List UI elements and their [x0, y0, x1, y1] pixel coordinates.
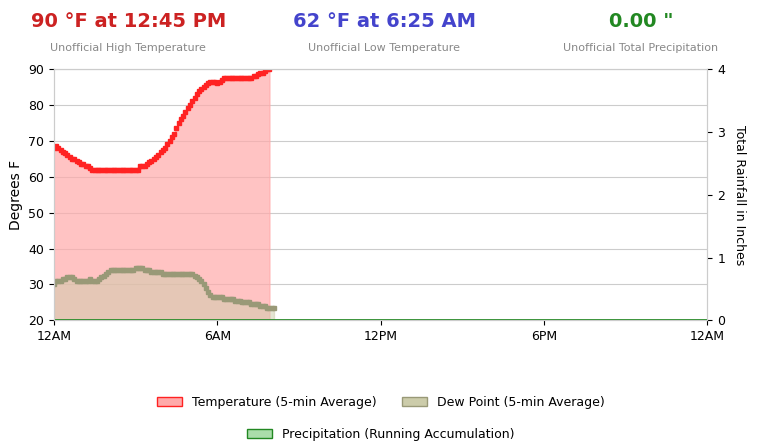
- Text: 90 °F at 12:45 PM: 90 °F at 12:45 PM: [31, 12, 226, 31]
- Text: Unofficial High Temperature: Unofficial High Temperature: [50, 43, 206, 53]
- Y-axis label: Total Rainfall in Inches: Total Rainfall in Inches: [733, 125, 746, 265]
- Text: 62 °F at 6:25 AM: 62 °F at 6:25 AM: [293, 12, 476, 31]
- Text: Unofficial Total Precipitation: Unofficial Total Precipitation: [563, 43, 718, 53]
- Text: 0.00 ": 0.00 ": [608, 12, 673, 31]
- Text: Unofficial Low Temperature: Unofficial Low Temperature: [308, 43, 461, 53]
- Legend: Precipitation (Running Accumulation): Precipitation (Running Accumulation): [242, 423, 519, 445]
- Y-axis label: Degrees F: Degrees F: [8, 160, 22, 230]
